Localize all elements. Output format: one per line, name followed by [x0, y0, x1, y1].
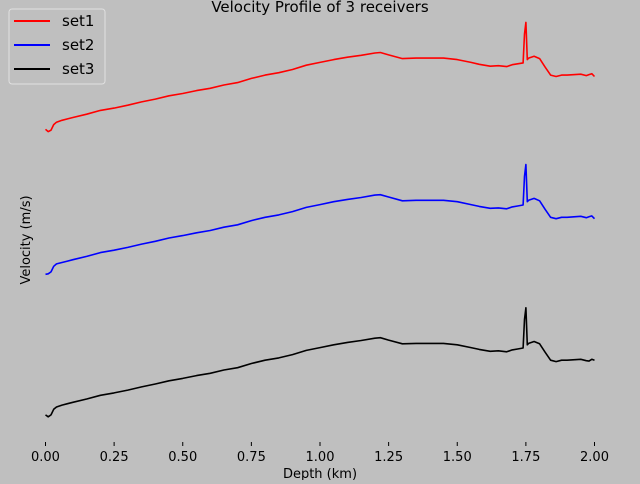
series-line-set2: [45, 163, 596, 276]
x-tick-label: 1.00: [306, 450, 335, 465]
x-tick-label: 1.25: [374, 450, 403, 465]
y-axis-label: Velocity (m/s): [19, 195, 34, 284]
x-tick-label: 0.25: [100, 450, 129, 465]
x-axis-label: Depth (km): [283, 467, 357, 480]
x-tick-label: 1.75: [511, 450, 540, 465]
x-tick-label: 0.50: [168, 450, 197, 465]
chart-title: Velocity Profile of 3 receivers: [211, 0, 429, 16]
series-line-set3: [45, 306, 595, 418]
series-layer: [44, 21, 596, 418]
legend-label-set3: set3: [62, 60, 94, 78]
legend: set1 set2 set3: [8, 8, 106, 85]
x-tick-label: 0.00: [31, 450, 60, 465]
x-axis: 0.00 0.25 0.50 0.75 1.00 1.25 1.50 1.75 2.00: [31, 442, 609, 465]
x-tick-label: 0.75: [237, 450, 266, 465]
legend-label-set1: set1: [62, 12, 94, 30]
legend-label-set2: set2: [62, 36, 94, 54]
series-line-set1: [44, 21, 596, 133]
legend-box: [8, 8, 106, 85]
x-tick-label: 2.00: [580, 450, 609, 465]
x-tick-label: 1.50: [443, 450, 472, 465]
